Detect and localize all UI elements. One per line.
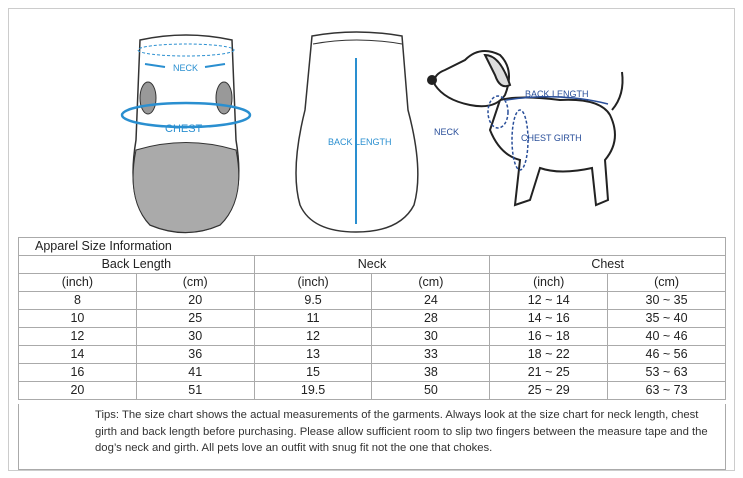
front-neck-label: NECK xyxy=(173,63,198,73)
data-cell: 20 xyxy=(18,381,137,400)
data-row: 8 20 9.5 24 12 ~ 14 30 ~ 35 xyxy=(18,291,726,310)
data-row: 14 36 13 33 18 ~ 22 46 ~ 56 xyxy=(18,345,726,364)
data-cell: 36 xyxy=(135,345,255,364)
unit-header: (inch) xyxy=(253,273,373,292)
data-cell: 15 xyxy=(253,363,373,382)
data-cell: 46 ~ 56 xyxy=(607,345,726,364)
back-garment xyxy=(295,31,419,233)
data-cell: 8 xyxy=(18,291,137,310)
data-cell: 30 ~ 35 xyxy=(607,291,726,310)
data-cell: 16 xyxy=(18,363,137,382)
data-cell: 14 ~ 16 xyxy=(489,309,609,328)
group-header: Back Length xyxy=(18,255,255,274)
frame xyxy=(8,8,735,471)
dog-chest-girth-label: CHEST GIRTH xyxy=(521,133,582,143)
data-cell: 63 ~ 73 xyxy=(607,381,726,400)
table-title: Apparel Size Information xyxy=(18,237,726,256)
data-cell: 19.5 xyxy=(253,381,373,400)
unit-header: (inch) xyxy=(18,273,137,292)
data-cell: 28 xyxy=(371,309,491,328)
unit-header: (inch) xyxy=(489,273,609,292)
data-cell: 12 ~ 14 xyxy=(489,291,609,310)
data-cell: 33 xyxy=(371,345,491,364)
data-cell: 51 xyxy=(135,381,255,400)
group-row: Back Length Neck Chest xyxy=(18,255,726,274)
unit-header: (cm) xyxy=(607,273,726,292)
data-row: 16 41 15 38 21 ~ 25 53 ~ 63 xyxy=(18,363,726,382)
data-cell: 14 xyxy=(18,345,137,364)
data-cell: 35 ~ 40 xyxy=(607,309,726,328)
data-row: 12 30 12 30 16 ~ 18 40 ~ 46 xyxy=(18,327,726,346)
data-cell: 40 ~ 46 xyxy=(607,327,726,346)
front-garment xyxy=(120,34,252,234)
data-cell: 13 xyxy=(253,345,373,364)
data-cell: 20 xyxy=(135,291,255,310)
data-cell: 53 ~ 63 xyxy=(607,363,726,382)
data-cell: 18 ~ 22 xyxy=(489,345,609,364)
dog-back-length-label: BACK LENGTH xyxy=(525,89,589,99)
tips: Tips: The size chart shows the actual me… xyxy=(18,404,726,470)
data-cell: 30 xyxy=(371,327,491,346)
data-cell: 25 xyxy=(135,309,255,328)
unit-header: (cm) xyxy=(135,273,255,292)
data-row: 20 51 19.5 50 25 ~ 29 63 ~ 73 xyxy=(18,381,726,400)
data-cell: 24 xyxy=(371,291,491,310)
data-cell: 50 xyxy=(371,381,491,400)
data-cell: 21 ~ 25 xyxy=(489,363,609,382)
data-cell: 30 xyxy=(135,327,255,346)
data-cell: 41 xyxy=(135,363,255,382)
back-length-label: BACK LENGTH xyxy=(328,137,392,147)
data-cell: 16 ~ 18 xyxy=(489,327,609,346)
data-cell: 12 xyxy=(18,327,137,346)
size-table: Apparel Size Information Back Length Neck… xyxy=(18,237,726,400)
unit-header: (cm) xyxy=(371,273,491,292)
data-cell: 11 xyxy=(253,309,373,328)
data-cell: 9.5 xyxy=(253,291,373,310)
data-cell: 10 xyxy=(18,309,137,328)
dog-measure xyxy=(487,95,609,171)
group-header: Chest xyxy=(489,255,726,274)
unit-row: (inch) (cm) (inch) (cm) (inch) (cm) xyxy=(18,273,726,292)
data-cell: 25 ~ 29 xyxy=(489,381,609,400)
front-chest-label: CHEST xyxy=(165,123,203,135)
diagrams: NECK CHEST BACK LENGTH BACK LENGTH NECK … xyxy=(120,31,624,234)
data-row: 10 25 11 28 14 ~ 16 35 ~ 40 xyxy=(18,309,726,328)
dog-neck-label: NECK xyxy=(434,127,459,137)
data-cell: 12 xyxy=(253,327,373,346)
group-header: Neck xyxy=(253,255,491,274)
data-cell: 38 xyxy=(371,363,491,382)
